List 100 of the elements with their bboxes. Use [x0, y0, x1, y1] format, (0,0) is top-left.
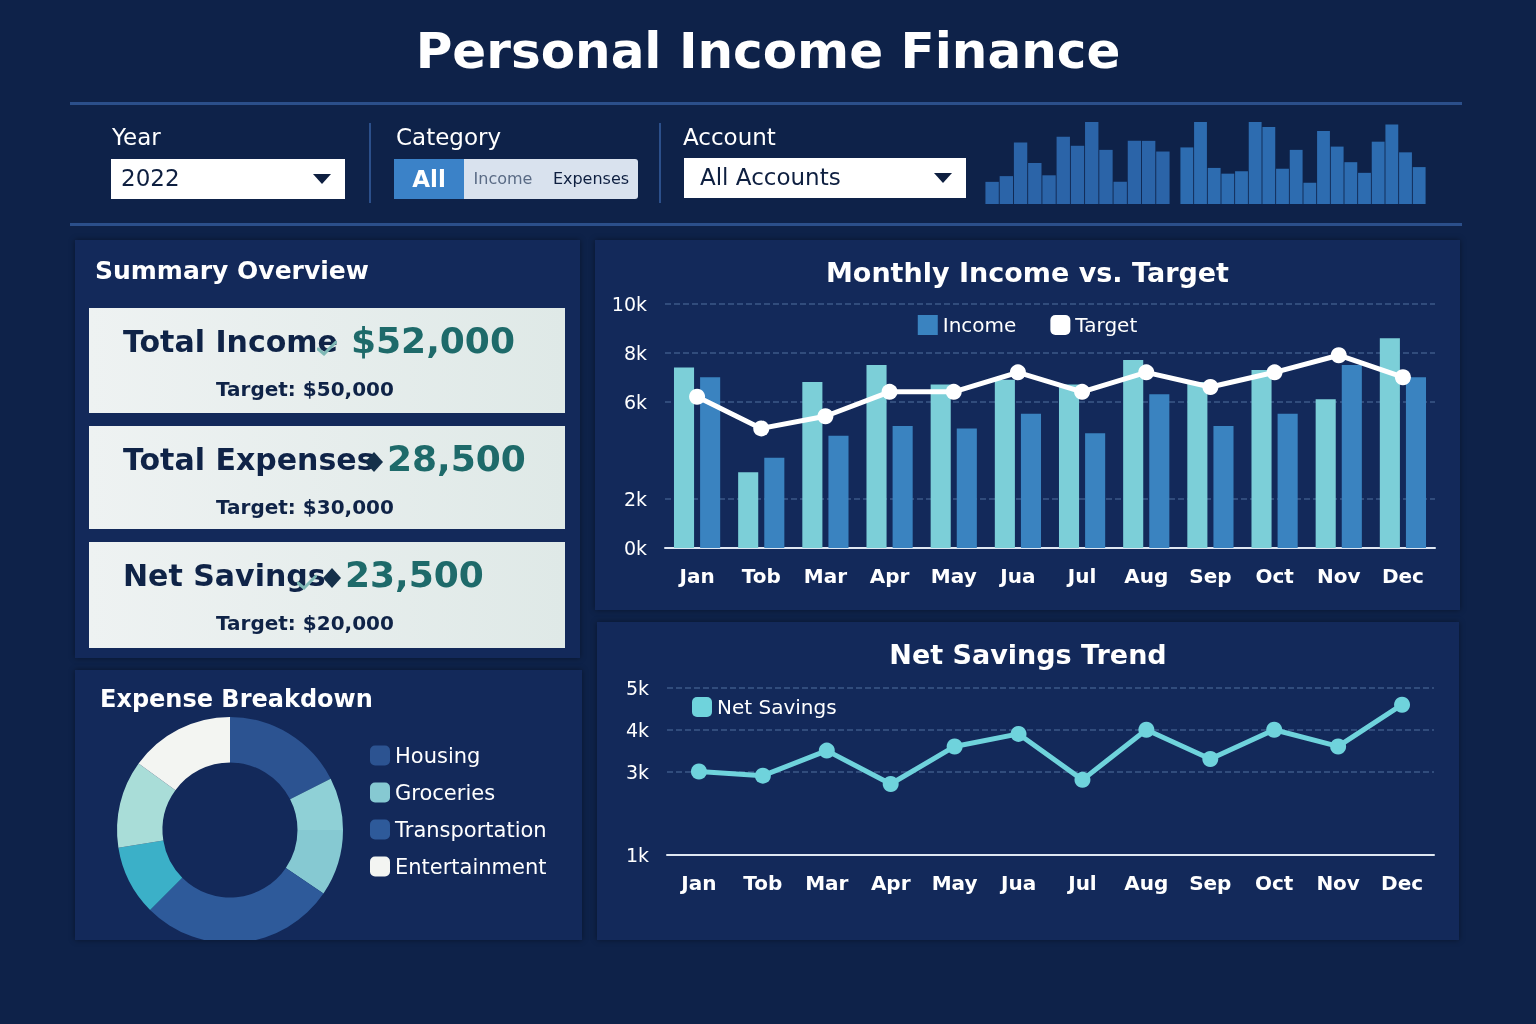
- bar: [738, 472, 759, 548]
- point: [1009, 364, 1026, 381]
- point: [690, 763, 707, 780]
- bar: [802, 382, 823, 548]
- bar: [994, 379, 1015, 548]
- x-tick-label: Sep: [1189, 564, 1232, 588]
- bar: [1213, 426, 1234, 548]
- bar: [764, 457, 785, 548]
- point: [1394, 696, 1411, 713]
- legend-label: Transportation: [394, 817, 547, 842]
- y-tick-label: 2k: [623, 488, 647, 511]
- x-tick-label: Jan: [677, 564, 715, 588]
- x-tick-label: May: [930, 564, 977, 588]
- x-tick-label: Mar: [803, 564, 848, 588]
- point: [1266, 364, 1283, 381]
- bar: [1277, 413, 1298, 548]
- x-tick-label: Jan: [679, 871, 717, 895]
- text: Expenses: [551, 168, 631, 190]
- legend-label: Housing: [395, 743, 481, 768]
- text: 2022: [111, 159, 345, 199]
- point: [881, 383, 898, 400]
- chart-title: Net Savings Trend: [889, 639, 1167, 670]
- x-tick-label: Nov: [1316, 871, 1360, 895]
- x-tick-label: Oct: [1255, 564, 1295, 588]
- point: [945, 383, 962, 400]
- x-tick-label: Aug: [1124, 871, 1169, 895]
- legend-label: Groceries: [395, 780, 496, 805]
- text: All Accounts: [684, 158, 966, 198]
- x-tick-label: Oct: [1255, 871, 1294, 895]
- y-tick-label: 5k: [625, 677, 649, 699]
- y-tick-label: 0k: [623, 537, 647, 559]
- x-tick-label: Apr: [869, 564, 910, 588]
- point: [817, 408, 834, 425]
- bar: [866, 365, 887, 548]
- text: Total Expenses: [123, 442, 375, 477]
- text: All: [394, 159, 464, 199]
- text: Income: [472, 168, 534, 190]
- text: Summary Overview: [95, 256, 369, 285]
- x-tick-label: Jua: [998, 871, 1037, 895]
- chart-title: Expense Breakdown: [100, 685, 373, 713]
- x-tick-label: Dec: [1381, 564, 1424, 588]
- text: Personal Income Finance: [414, 22, 1122, 80]
- bar: [1123, 360, 1144, 548]
- y-tick-label: 1k: [625, 844, 649, 866]
- point: [1202, 378, 1219, 395]
- bar: [956, 428, 977, 548]
- legend-label: Target: [1074, 313, 1138, 337]
- text: Year: [112, 124, 161, 150]
- point: [1202, 750, 1219, 767]
- bar: [1149, 394, 1170, 548]
- x-tick-label: Aug: [1124, 564, 1169, 588]
- bar: [1187, 382, 1208, 548]
- bar: [1315, 399, 1336, 548]
- x-tick-label: Jul: [1065, 564, 1097, 588]
- x-tick-label: Tob: [743, 871, 783, 895]
- point: [754, 767, 771, 784]
- bar: [1379, 338, 1400, 548]
- y-tick-label: 8k: [623, 341, 647, 364]
- y-tick-label: 4k: [625, 718, 649, 741]
- legend-label: Entertainment: [395, 854, 547, 879]
- point: [1010, 725, 1027, 742]
- point: [818, 742, 835, 759]
- text: Target: $30,000: [216, 495, 394, 519]
- y-tick-label: 3k: [625, 760, 649, 783]
- bar: [1341, 365, 1362, 548]
- bar: [828, 435, 849, 548]
- y-tick-label: 10k: [611, 293, 647, 315]
- text: Target: $50,000: [216, 377, 394, 401]
- text: 28,500: [387, 438, 526, 479]
- y-tick-label: 6k: [623, 390, 647, 413]
- text: Category: [396, 124, 502, 150]
- x-tick-label: Apr: [870, 871, 911, 895]
- bar: [700, 377, 721, 548]
- legend-label: Net Savings: [717, 695, 837, 719]
- x-tick-label: Jul: [1066, 871, 1097, 895]
- text: $52,000: [351, 320, 515, 361]
- bar: [930, 384, 951, 548]
- text: Net Savings: [123, 558, 326, 593]
- point: [882, 776, 899, 793]
- x-tick-label: Sep: [1189, 871, 1232, 895]
- text: Target: $20,000: [216, 611, 394, 635]
- chart-title: Monthly Income vs. Target: [825, 257, 1230, 288]
- text: 23,500: [345, 554, 484, 595]
- x-tick-label: May: [931, 871, 978, 895]
- legend-label: Income: [942, 313, 1017, 337]
- x-tick-label: Mar: [805, 871, 849, 895]
- x-tick-label: Dec: [1381, 871, 1424, 895]
- x-tick-label: Tob: [741, 564, 781, 588]
- bar: [673, 367, 695, 548]
- point: [689, 388, 706, 405]
- point: [1074, 771, 1091, 788]
- bar: [1251, 369, 1272, 548]
- point: [1394, 369, 1411, 386]
- point: [1330, 738, 1347, 755]
- bar: [1058, 384, 1080, 548]
- point: [1266, 721, 1283, 738]
- text: Account: [683, 124, 776, 150]
- bar: [892, 426, 913, 548]
- text: Total Income: [123, 324, 338, 359]
- point: [946, 738, 963, 755]
